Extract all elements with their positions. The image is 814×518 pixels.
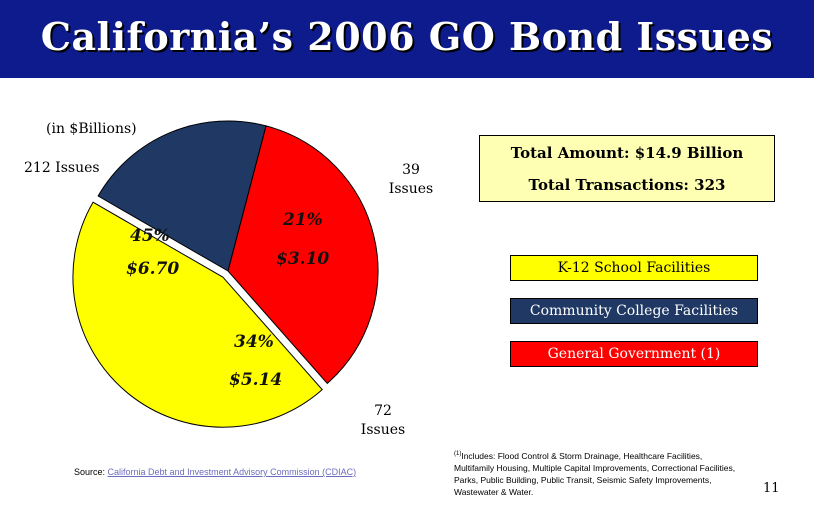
pie-slice-k12	[72, 201, 323, 428]
community-college-percent-label: 21%	[283, 210, 323, 230]
total-amount: Total Amount: $14.9 Billion	[510, 144, 744, 162]
k12-issue-count-label: 212 Issues	[24, 160, 100, 176]
community-college-value-label: $3.10	[276, 249, 330, 269]
title-banner	[0, 0, 814, 78]
page-title: California’s 2006 GO Bond Issues	[40, 14, 774, 59]
community-college-issue-count-number: 39	[402, 162, 420, 178]
legend-k12-school-facilities: K-12 School Facilities	[510, 255, 758, 281]
pie-slice-general-government	[227, 125, 379, 385]
general-government-value-label: $5.14	[229, 370, 283, 390]
total-transactions: Total Transactions: 323	[528, 176, 726, 194]
footnote: (1)Includes: Flood Control & Storm Drain…	[454, 448, 739, 498]
k12-percent-label: 45%	[130, 226, 170, 246]
general-government-issue-count-word: Issues	[360, 422, 406, 438]
general-government-issue-count-number: 72	[374, 403, 392, 419]
community-college-issue-count-word: Issues	[388, 181, 434, 197]
source-link[interactable]: California Debt and Investment Advisory …	[107, 467, 357, 477]
source-note: Source: California Debt and Investment A…	[74, 467, 356, 477]
source-prefix: Source:	[74, 467, 108, 477]
pie-slice-community-college	[97, 120, 267, 272]
legend-general-government: General Government (1)	[510, 341, 758, 367]
community-college-issue-count-label: 39 Issues	[373, 161, 449, 199]
page-number: 11	[763, 481, 780, 496]
units-note: (in $Billions)	[46, 121, 137, 137]
k12-value-label: $6.70	[126, 259, 180, 279]
legend-community-college-facilities: Community College Facilities	[510, 298, 758, 324]
totals-box: Total Amount: $14.9 Billion Total Transa…	[479, 135, 775, 202]
footnote-text: Includes: Flood Control & Storm Drainage…	[454, 450, 736, 497]
footnote-marker: (1)	[454, 451, 462, 457]
general-government-issue-count-label: 72 Issues	[350, 402, 416, 440]
general-government-percent-label: 34%	[234, 332, 274, 352]
